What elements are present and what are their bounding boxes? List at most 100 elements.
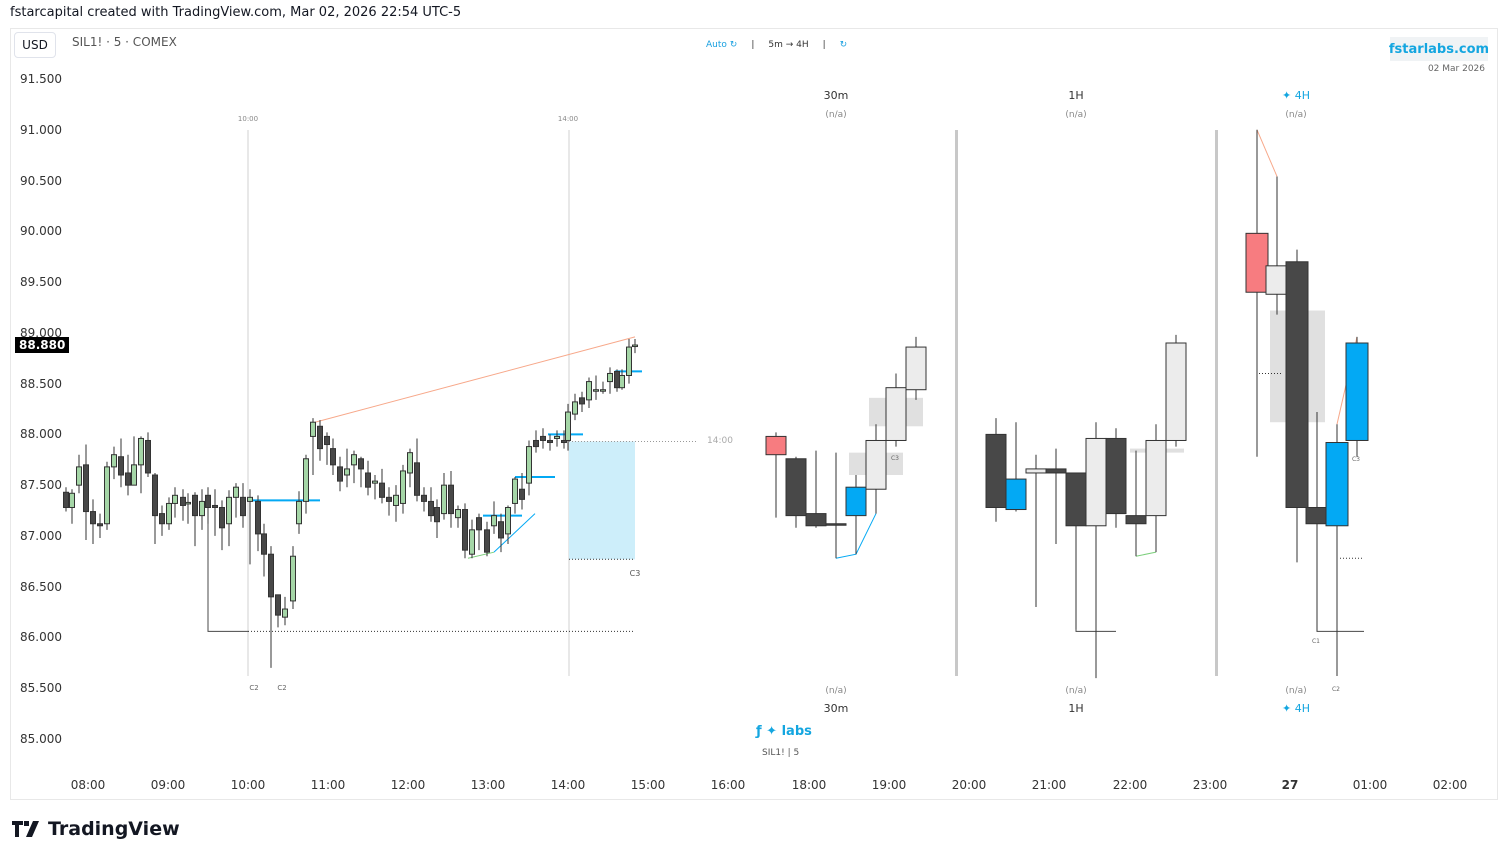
- candle-body: [448, 484, 454, 515]
- time-label: 21:00: [1031, 778, 1067, 792]
- time-label: 27: [1281, 778, 1299, 792]
- candle-body: [1005, 478, 1027, 511]
- time-label: 09:00: [150, 778, 186, 792]
- candle-body: [255, 500, 261, 535]
- candle-body: [1325, 442, 1349, 527]
- candle-body: [219, 506, 225, 529]
- panel-separator: [955, 130, 958, 676]
- candle-body: [365, 472, 371, 488]
- candle-body: [166, 502, 172, 525]
- candle-body: [172, 494, 178, 504]
- candle-body: [825, 523, 847, 526]
- auto-toggle[interactable]: Auto ↻: [706, 40, 738, 50]
- candle-body: [1025, 468, 1047, 474]
- c1-label: C1: [1312, 638, 1320, 645]
- candle-body: [785, 458, 807, 517]
- time-label: 18:00: [791, 778, 827, 792]
- fstarlabs-logo: ƒ ✦ labs: [756, 724, 812, 739]
- c2-label: C2: [249, 684, 258, 692]
- candle-body: [125, 472, 131, 486]
- timeframe-range[interactable]: 5m → 4H: [768, 40, 809, 50]
- swing-line: [1135, 551, 1157, 557]
- time-label: 13:00: [470, 778, 506, 792]
- fvg-box: [569, 441, 635, 560]
- candle-body: [324, 435, 330, 446]
- candle-body: [282, 608, 288, 618]
- candle-body: [226, 496, 232, 525]
- candle-body: [303, 458, 309, 502]
- symbol-label[interactable]: SIL1! · 5 · COMEX: [72, 35, 177, 49]
- price-label: 88.500: [20, 376, 62, 391]
- candle-body: [145, 439, 151, 474]
- session-label-14: 14:00: [558, 115, 578, 123]
- htf-status-top: (n/a): [1065, 110, 1087, 120]
- tradingview-wordmark: TradingView: [48, 818, 180, 840]
- candle-body: [337, 466, 343, 482]
- candle-body: [296, 500, 302, 525]
- candle-body: [205, 494, 211, 508]
- candle-body: [159, 513, 165, 525]
- time-label: 22:00: [1112, 778, 1148, 792]
- candle-body: [330, 448, 336, 466]
- candle-body: [90, 511, 96, 525]
- candle-body: [83, 464, 89, 513]
- refresh-icon[interactable]: ↻: [839, 40, 848, 50]
- time-label: 20:00: [951, 778, 987, 792]
- candle-body: [885, 387, 907, 441]
- candle-body: [572, 401, 578, 415]
- candle-body: [985, 433, 1007, 508]
- candle-body: [138, 437, 144, 466]
- price-label: 86.000: [20, 630, 62, 645]
- candle-body: [131, 464, 137, 486]
- c3-label: C3: [630, 569, 641, 578]
- current-price-tag: 88.880: [15, 337, 70, 353]
- htf-label-top: 1H: [1068, 89, 1084, 102]
- time-label: 16:00: [710, 778, 746, 792]
- candle-body: [462, 509, 468, 551]
- candle-body: [152, 474, 158, 517]
- brand-date: 02 Mar 2026: [1427, 64, 1485, 74]
- trend-line: [1256, 129, 1278, 177]
- sweep-line: [207, 505, 248, 632]
- chart-attribution: fstarcapital created with TradingView.co…: [10, 5, 462, 20]
- candle-body: [805, 513, 827, 527]
- candle-body: [1165, 342, 1187, 441]
- candle-body: [632, 344, 638, 348]
- candle-body: [76, 466, 82, 486]
- candle-body: [586, 381, 592, 401]
- candle-body: [614, 370, 620, 389]
- c2-label: C2: [277, 684, 286, 692]
- htf-label-bottom: 1H: [1068, 702, 1084, 715]
- candle-body: [118, 456, 124, 476]
- candle-body: [607, 372, 613, 383]
- candle-body: [185, 501, 191, 505]
- candle-body: [317, 425, 323, 450]
- price-label: 86.500: [20, 579, 62, 594]
- chart-frame[interactable]: [10, 28, 1498, 800]
- candle-body: [386, 496, 392, 502]
- candle-body: [393, 494, 399, 506]
- candle-body: [455, 509, 461, 519]
- time-label: 23:00: [1192, 778, 1228, 792]
- time-label: 08:00: [70, 778, 106, 792]
- candle-body: [600, 389, 606, 392]
- htf-label-top: ✦ 4H: [1282, 89, 1310, 102]
- price-label: 87.000: [20, 528, 62, 543]
- time-label: 12:00: [390, 778, 426, 792]
- candle-body: [1085, 437, 1107, 527]
- time-label: 01:00: [1352, 778, 1388, 792]
- candle-body: [97, 523, 103, 527]
- tradingview-logo[interactable]: TradingView: [12, 818, 180, 840]
- htf-status-top: (n/a): [825, 110, 847, 120]
- candle-body: [626, 346, 632, 376]
- candle-body: [69, 492, 75, 508]
- price-label: 91.500: [20, 72, 62, 86]
- candle-body: [1285, 261, 1309, 508]
- candle-body: [212, 504, 218, 508]
- candle-body: [414, 462, 420, 496]
- sweep-line: [1316, 523, 1364, 632]
- candle-body: [512, 478, 518, 504]
- currency-button[interactable]: USD: [14, 32, 56, 58]
- candle-body: [104, 466, 110, 525]
